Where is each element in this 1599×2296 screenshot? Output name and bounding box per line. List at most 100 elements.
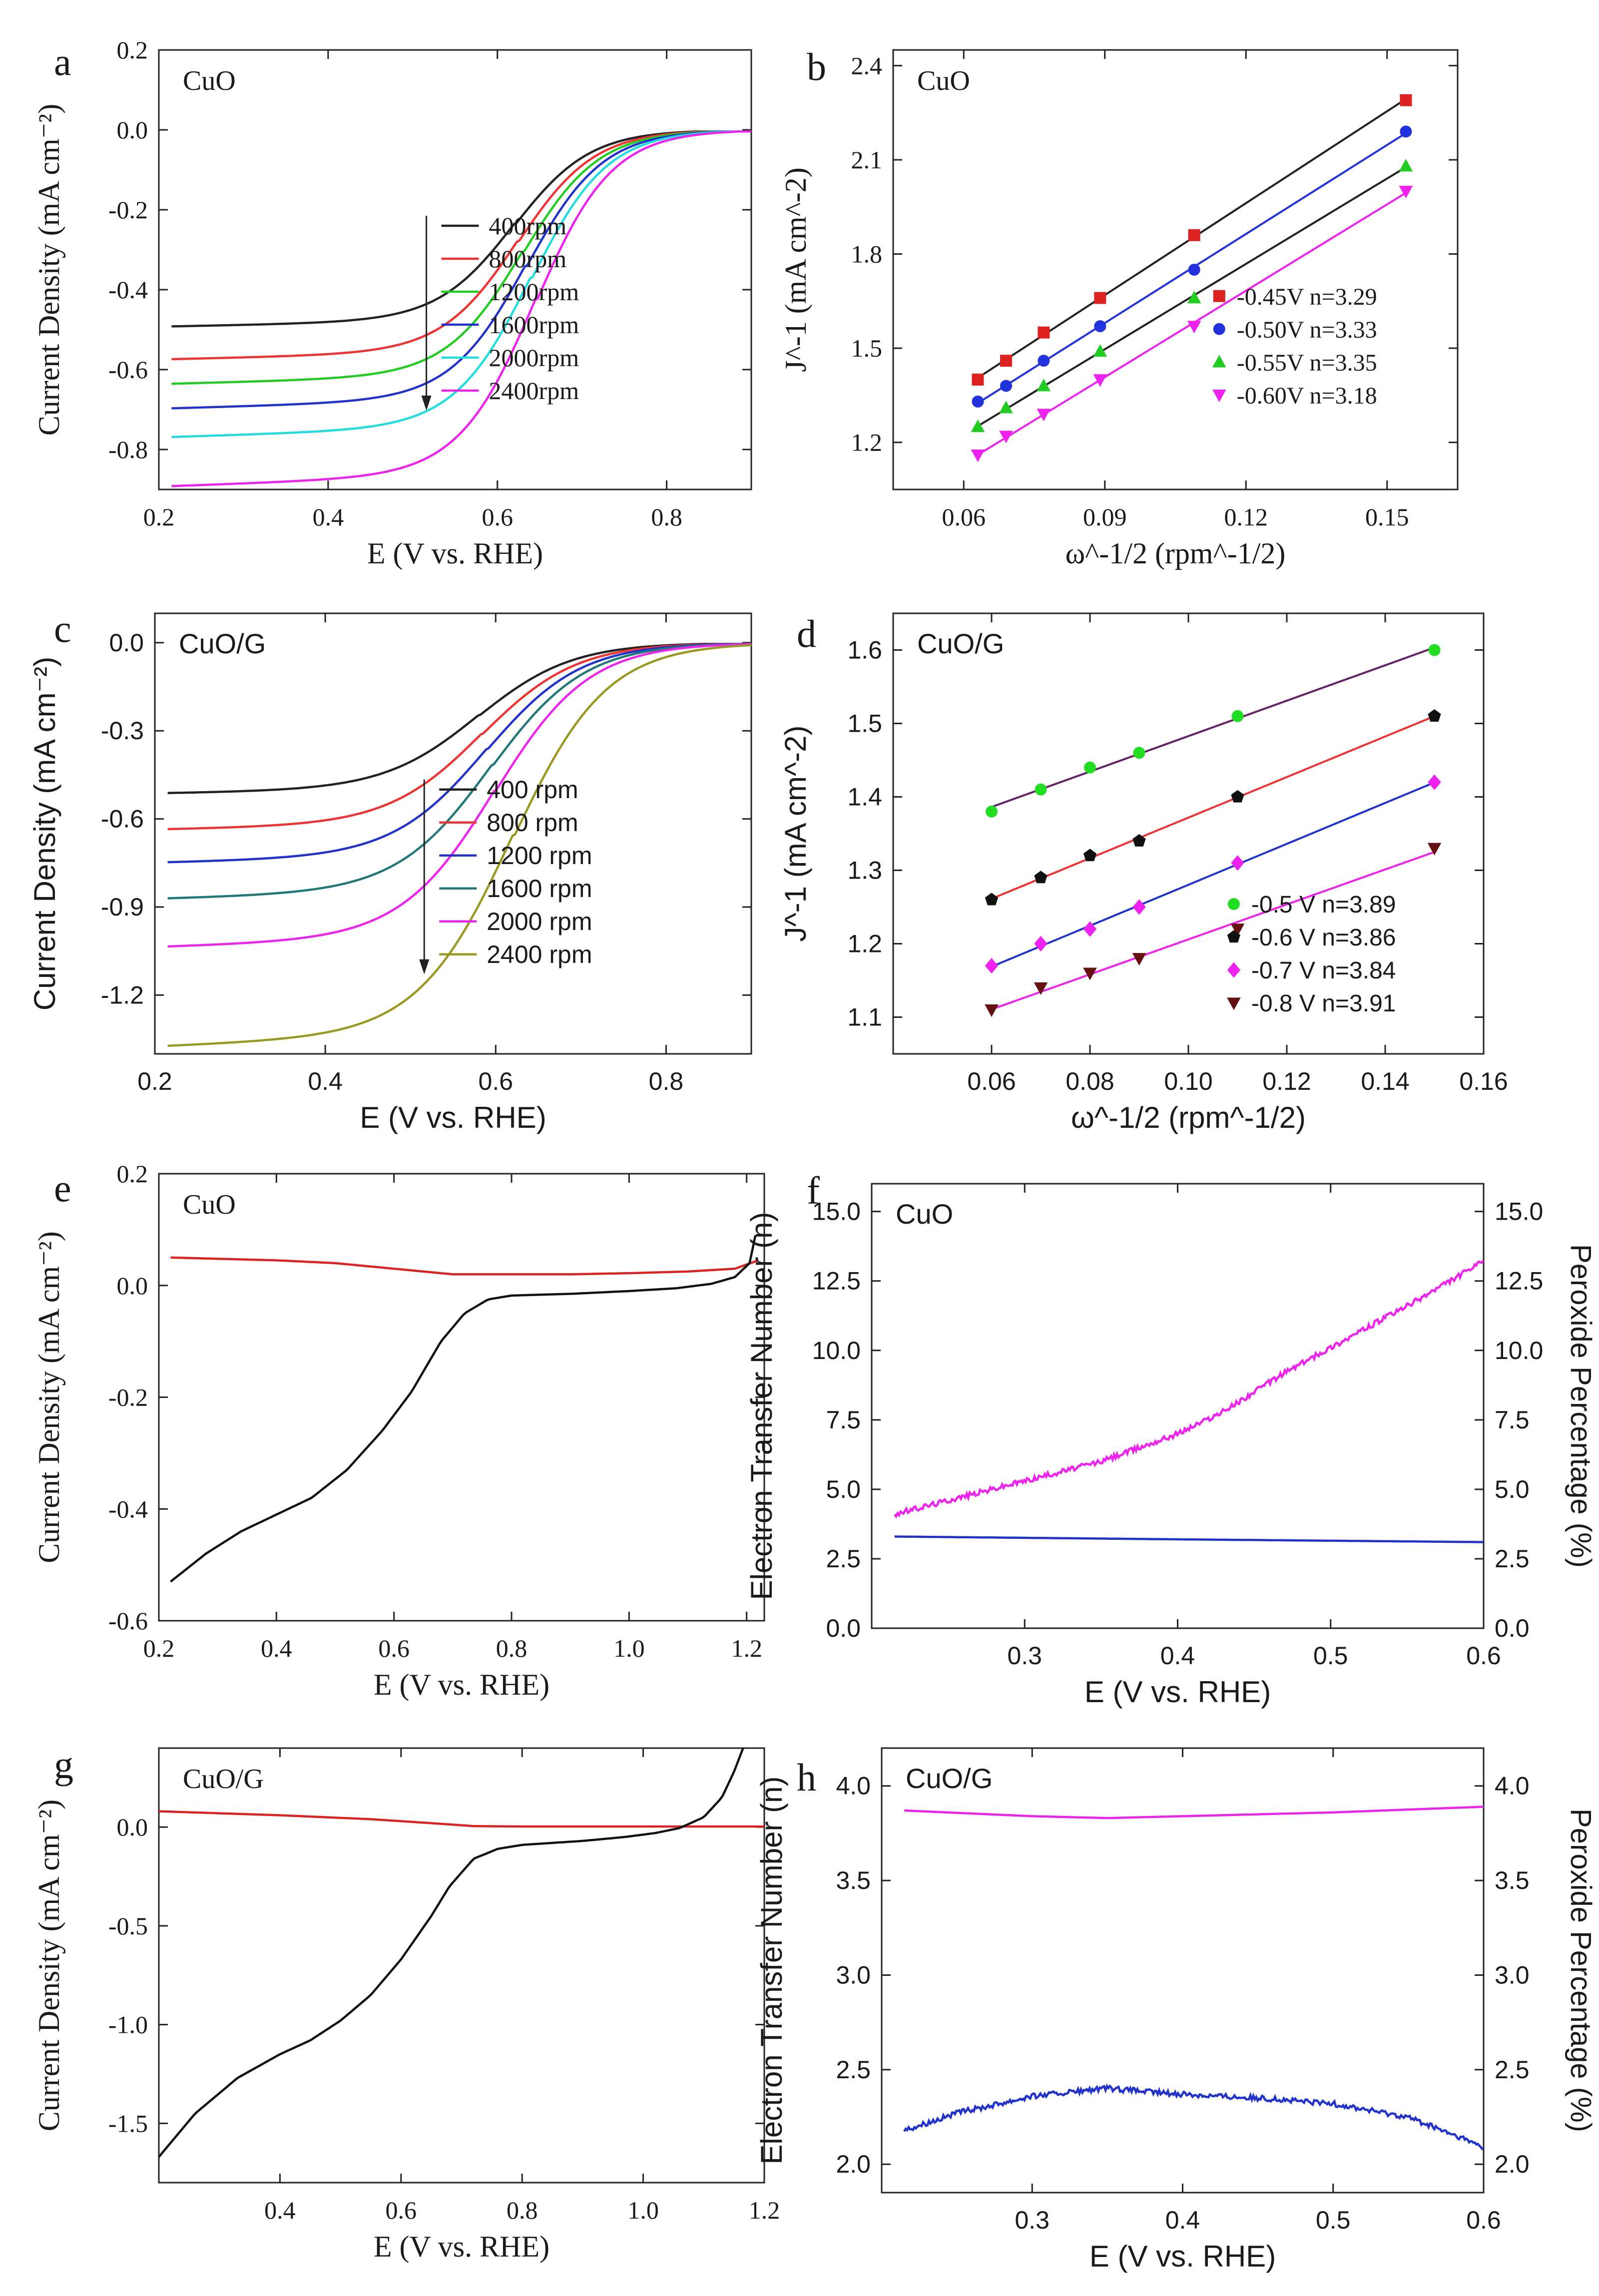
chart-panel-e: e CuO 0.2 0.4 0.6 0.8 1.0 1.2 0.2 0.0 -0.2 -0.4 -0.6… bbox=[32, 1160, 765, 1701]
series-line bbox=[170, 1235, 757, 1583]
legend-label: 1600 rpm bbox=[487, 875, 592, 903]
data-point bbox=[999, 401, 1013, 414]
y-axis-label: Current Density (mA cm⁻²) bbox=[32, 1231, 65, 1563]
x-tick-label: 0.6 bbox=[482, 503, 513, 531]
y-tick-label: 0.0 bbox=[109, 629, 144, 657]
series-line bbox=[171, 130, 751, 439]
y-right-tick-label: 3.5 bbox=[1495, 1866, 1530, 1894]
x-tick-label: 1.0 bbox=[627, 2196, 659, 2224]
x-axis-label: ω^-1/2 (rpm^-1/2) bbox=[1071, 1101, 1306, 1134]
y-right-tick-label: 3.0 bbox=[1495, 1961, 1530, 1989]
y-axis-label: J^-1 (mA cm^-2) bbox=[779, 167, 812, 372]
y-right-tick-label: 0.0 bbox=[1495, 1614, 1530, 1642]
data-point bbox=[1034, 935, 1048, 952]
legend-marker bbox=[1213, 290, 1225, 302]
data-point bbox=[1400, 125, 1412, 138]
x-axis-label: ω^-1/2 (rpm^-1/2) bbox=[1066, 537, 1286, 570]
data-point bbox=[1428, 709, 1441, 722]
y-tick-label: 2.4 bbox=[851, 51, 883, 79]
y-right-tick-label: 4.0 bbox=[1495, 1772, 1530, 1800]
y-axis-label: Current Density (mA cm⁻²) bbox=[32, 104, 65, 436]
series-line bbox=[171, 130, 751, 410]
x-tick-label: 0.4 bbox=[1165, 2206, 1200, 2234]
data-point bbox=[1038, 326, 1050, 339]
panel-letter: g bbox=[54, 1743, 73, 1787]
y-tick-label: 3.0 bbox=[836, 1961, 871, 1989]
x-tick-label: 0.10 bbox=[1164, 1067, 1212, 1095]
data-point bbox=[1083, 921, 1097, 937]
panel-title: CuO bbox=[183, 1189, 236, 1220]
data-point bbox=[1035, 783, 1047, 796]
plot-area bbox=[159, 1748, 764, 2158]
plot-area bbox=[167, 642, 751, 1047]
series-line bbox=[167, 642, 751, 794]
plot-area bbox=[171, 130, 751, 487]
x-tick-label: 0.6 bbox=[386, 2196, 417, 2224]
y-right-tick-label: 2.5 bbox=[1495, 1545, 1530, 1573]
data-point bbox=[971, 450, 985, 462]
y-tick-label: 1.4 bbox=[847, 783, 882, 811]
panel-title: CuO bbox=[917, 65, 970, 96]
plot-frame bbox=[892, 49, 1459, 490]
y-tick-label: 0.0 bbox=[117, 1813, 148, 1841]
panel-title: CuO/G bbox=[183, 1764, 264, 1795]
y-axis-label: Current Density (mA cm⁻²) bbox=[28, 657, 61, 1010]
y-right-tick-label: 7.5 bbox=[1495, 1406, 1530, 1434]
legend-label: -0.45V n=3.29 bbox=[1237, 284, 1377, 310]
panel-letter: d bbox=[797, 612, 816, 655]
y-tick-label: 2.1 bbox=[851, 146, 883, 174]
x-tick-label: 1.0 bbox=[613, 1634, 645, 1662]
series-line bbox=[171, 130, 751, 328]
x-tick-label: 1.2 bbox=[731, 1634, 762, 1662]
y-axis-label: Electron Transfer Number (n) bbox=[755, 1777, 788, 2165]
x-tick-label: 0.6 bbox=[1466, 2206, 1501, 2234]
x-tick-label: 0.15 bbox=[1365, 503, 1409, 531]
legend-label: -0.60V n=3.18 bbox=[1237, 383, 1377, 409]
x-tick-label: 0.06 bbox=[942, 503, 986, 531]
panel-letter: h bbox=[797, 1756, 816, 1799]
data-point bbox=[1000, 380, 1012, 392]
legend-marker bbox=[1212, 355, 1226, 368]
plot-area bbox=[894, 1259, 1484, 1543]
y-tick-label: 2.5 bbox=[836, 2056, 871, 2084]
legend-label: -0.5 V n=3.89 bbox=[1251, 892, 1396, 918]
y-tick-label: 5.0 bbox=[826, 1475, 861, 1503]
y-right-tick-label: 5.0 bbox=[1495, 1475, 1530, 1503]
y-axis-label: J^-1 (mA cm^-2) bbox=[779, 726, 812, 942]
y-right-axis-label: Peroxide Percentage (%) bbox=[1565, 1244, 1597, 1568]
x-tick-label: 0.4 bbox=[1160, 1642, 1195, 1670]
x-tick-label: 0.4 bbox=[308, 1067, 343, 1095]
data-point bbox=[1187, 321, 1201, 334]
x-tick-label: 0.8 bbox=[649, 1067, 684, 1095]
data-point bbox=[1084, 761, 1096, 774]
data-point bbox=[1231, 855, 1244, 871]
data-point bbox=[1231, 790, 1244, 803]
series-line bbox=[903, 2083, 1484, 2151]
data-point bbox=[1231, 710, 1244, 722]
data-point bbox=[972, 396, 984, 408]
series-line bbox=[170, 1256, 759, 1276]
data-point bbox=[1428, 774, 1441, 790]
data-point bbox=[1188, 229, 1200, 241]
y-tick-label: -0.5 bbox=[108, 1912, 148, 1940]
fit-line bbox=[991, 715, 1435, 900]
fit-line bbox=[991, 646, 1435, 808]
data-point bbox=[999, 431, 1013, 444]
legend-label: 400rpm bbox=[489, 212, 567, 240]
y-tick-label: -0.4 bbox=[108, 1495, 148, 1523]
data-point bbox=[1132, 834, 1146, 847]
x-tick-label: 0.4 bbox=[261, 1634, 292, 1662]
y-tick-label: 1.8 bbox=[851, 240, 883, 268]
panel-letter: b bbox=[807, 45, 826, 88]
x-axis-label: E (V vs. RHE) bbox=[374, 2230, 549, 2263]
legend-marker bbox=[1212, 390, 1226, 403]
series-line bbox=[894, 1535, 1484, 1543]
legend-marker bbox=[1227, 898, 1240, 911]
data-point bbox=[1093, 374, 1107, 387]
x-tick-label: 1.2 bbox=[749, 2196, 780, 2224]
legend-label: -0.50V n=3.33 bbox=[1237, 317, 1377, 343]
y-tick-label: -0.2 bbox=[108, 196, 148, 224]
x-axis-label: E (V vs. RHE) bbox=[360, 1101, 546, 1134]
data-point bbox=[985, 1004, 999, 1017]
y-tick-label: 15.0 bbox=[812, 1198, 861, 1226]
